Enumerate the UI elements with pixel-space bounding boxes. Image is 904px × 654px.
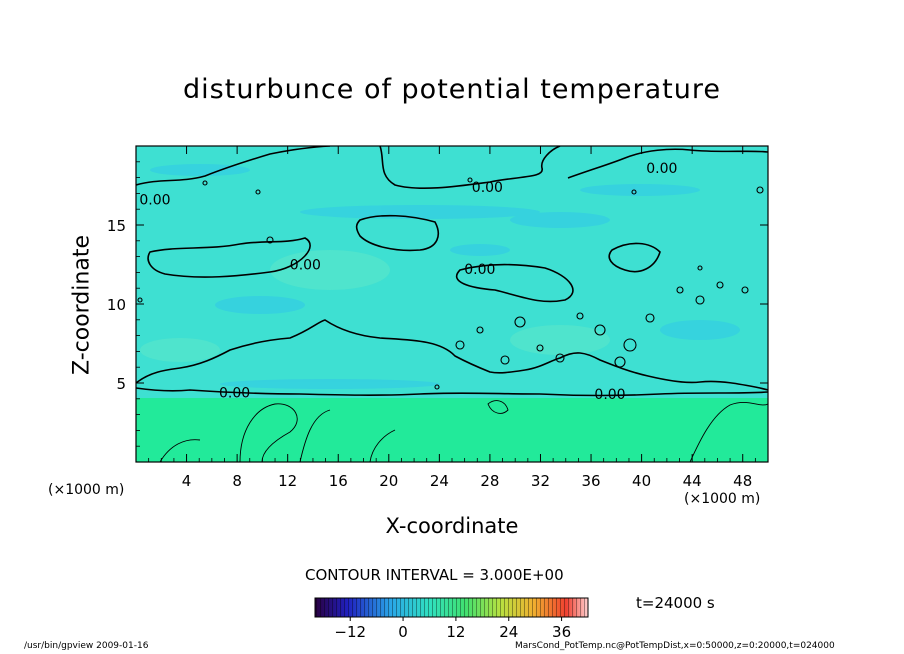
- y-tick-label: 15: [107, 217, 126, 235]
- time-label: t=24000 s: [636, 594, 715, 612]
- y-tick-label: 5: [116, 375, 126, 393]
- contour-interval-label: CONTOUR INTERVAL = 3.000E+00: [305, 566, 564, 584]
- x-unit-label-right: (×1000 m): [684, 491, 761, 507]
- contour-label: 0.00: [472, 180, 503, 196]
- contour-label: 0.00: [290, 258, 321, 274]
- colorbar-stripes: [315, 598, 588, 617]
- colorbar-tick-label: 36: [552, 623, 571, 641]
- contour-top-left: [136, 146, 331, 186]
- contour-surface: [136, 387, 768, 397]
- colorbar-tick-label: 0: [398, 623, 408, 641]
- y-ticks: 5 10 15: [107, 161, 768, 447]
- contour-label: 0.00: [464, 262, 495, 278]
- x-tick-label: 40: [632, 472, 651, 490]
- x-unit-label-left: (×1000 m): [48, 482, 125, 498]
- colorbar: −12 0 12 24 36: [314, 597, 589, 641]
- x-tick-label: 24: [430, 472, 449, 490]
- footer-left: /usr/bin/gpview 2009-01-16: [24, 641, 149, 651]
- upper-field: [136, 146, 768, 398]
- colorbar-tick-label: 12: [446, 623, 465, 641]
- contour-cloud-right-mid: [455, 263, 574, 303]
- colorbar-frame: [314, 597, 589, 618]
- x-tick-label: 12: [278, 472, 297, 490]
- x-tick-label: 48: [733, 472, 752, 490]
- chart-title: disturbunce of potential temperature: [183, 74, 721, 105]
- colorbar-ticks: −12 0 12 24 36: [334, 617, 571, 641]
- x-ticks: 4 8 12 16 20 24 28 32 36 40 44 48: [148, 146, 756, 490]
- contour-label: 0.00: [646, 161, 677, 177]
- footer-right: MarsCond_PotTemp.nc@PotTempDist,x=0:5000…: [515, 641, 835, 651]
- contour-label: 0.00: [219, 385, 250, 401]
- x-tick-label: 32: [531, 472, 550, 490]
- colorbar-tick-label: 24: [499, 623, 518, 641]
- contour-label: 0.00: [139, 193, 170, 209]
- contour-top-right: [567, 148, 768, 179]
- contour-top-mid: [379, 146, 561, 189]
- colorbar-tick-label: −12: [334, 623, 366, 641]
- plot-area: 0.000.00 0.000.000.000.00 0.00 4 8 12 16 20 24 2…: [107, 145, 769, 490]
- contour-low-band: [136, 319, 768, 391]
- x-axis-label: X-coordinate: [385, 514, 519, 538]
- x-tick-label: 8: [232, 472, 242, 490]
- lower-field: [136, 398, 768, 462]
- contour-cloud-right: [608, 242, 661, 273]
- x-tick-label: 36: [581, 472, 600, 490]
- contour-lines: [136, 146, 768, 397]
- contour-cloud-left: [147, 237, 311, 278]
- x-tick-label: 16: [329, 472, 348, 490]
- field-patches: [150, 164, 740, 389]
- x-tick-label: 4: [182, 472, 192, 490]
- contour-label-layer: 0.00 0.00 0.00 0.00 0.00 0.00 0.00: [139, 161, 677, 403]
- x-tick-label: 44: [683, 472, 702, 490]
- contour-label: 0.00: [594, 387, 625, 403]
- contour-lower-thin: [159, 400, 768, 462]
- contour-small-loops: [137, 177, 764, 390]
- x-tick-label: 28: [480, 472, 499, 490]
- x-tick-label: 20: [379, 472, 398, 490]
- contour-cloud-mid: [355, 214, 439, 252]
- y-tick-label: 10: [107, 296, 126, 314]
